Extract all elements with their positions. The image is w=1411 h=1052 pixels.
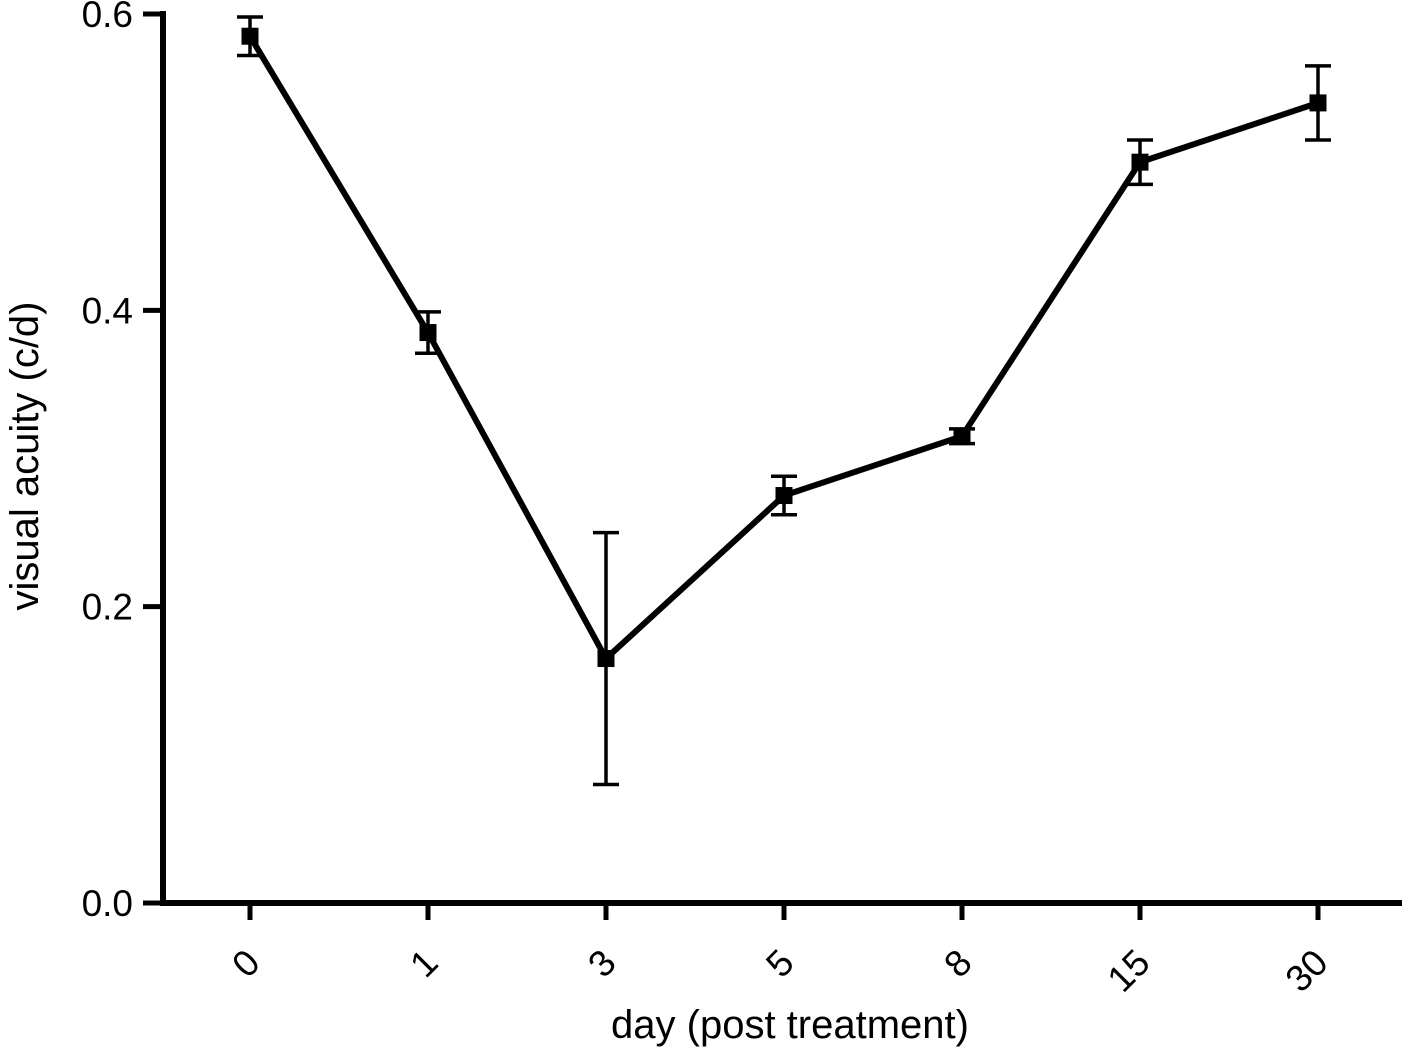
x-tick-label: 5: [758, 942, 802, 986]
x-axis-title: day (post treatment): [611, 1003, 969, 1047]
x-tick-label: 3: [580, 942, 624, 986]
x-tick-label: 8: [936, 942, 980, 986]
y-tick-label: 0.4: [82, 290, 133, 331]
x-tick-label: 1: [402, 942, 446, 986]
x-tick-label: 15: [1100, 942, 1158, 1000]
data-point-marker: [241, 27, 259, 45]
data-line: [247, 34, 1319, 664]
data-point-marker: [419, 324, 437, 342]
data-point-marker: [1131, 153, 1149, 171]
data-point-marker: [597, 650, 615, 668]
x-tick-label: 30: [1278, 942, 1336, 1000]
data-point-marker: [953, 427, 971, 445]
data-point-marker: [775, 487, 793, 505]
data-point-marker: [1309, 94, 1327, 112]
y-axis-title: visual acuity (c/d): [3, 302, 47, 611]
y-tick-label: 0.2: [82, 587, 133, 628]
y-tick-label: 0.6: [82, 0, 133, 35]
y-tick-label: 0.0: [82, 883, 133, 924]
plot-area: 0.0 0.2 0.4 0.6 0 1 3 5 8 15 30: [82, 0, 1402, 1000]
x-tick-label: 0: [224, 942, 268, 986]
